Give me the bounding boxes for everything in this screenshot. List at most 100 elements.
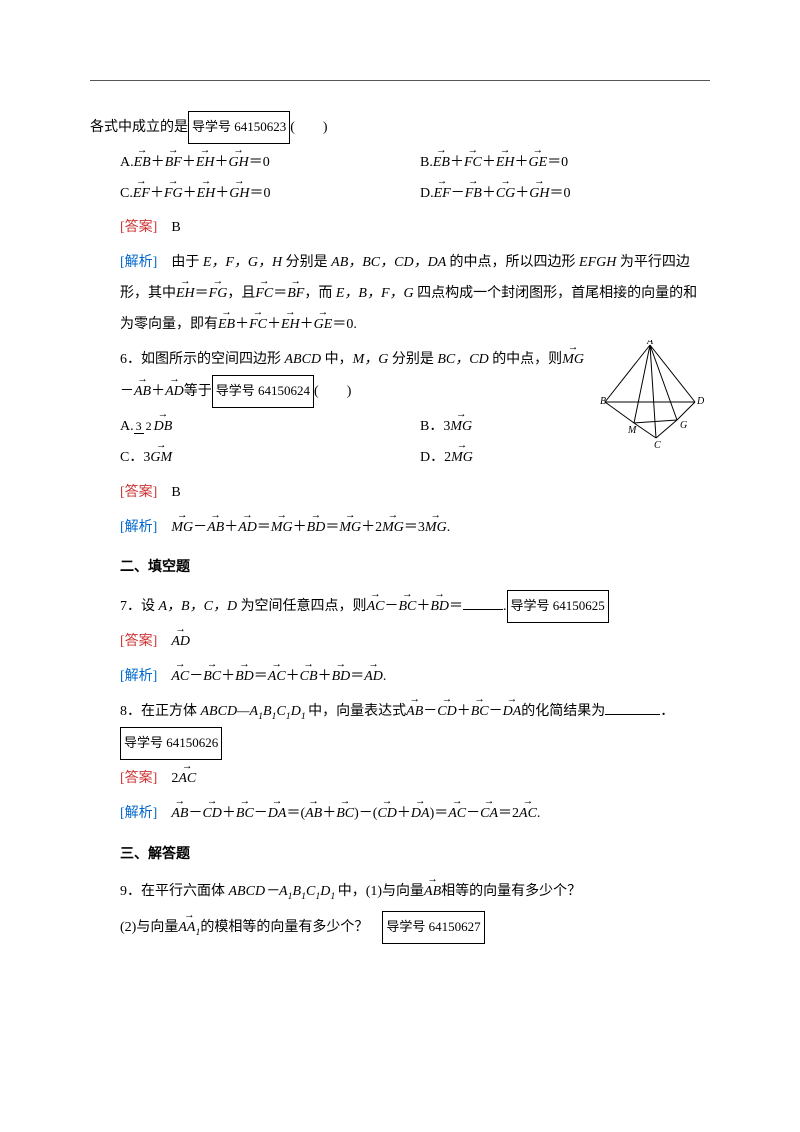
t: B xyxy=(293,884,302,899)
t: 分别是 xyxy=(286,255,332,270)
vec: EH xyxy=(176,279,195,310)
t: EFGH xyxy=(579,255,620,270)
paren: ( ) xyxy=(314,384,351,399)
t: E，B，F，G xyxy=(336,286,417,301)
q6-diagram: A B D M C G xyxy=(595,340,705,463)
vec: AC xyxy=(171,662,189,693)
t: AA xyxy=(178,920,195,935)
ref-box: 导学号 64150627 xyxy=(382,911,484,944)
q7-explanation: [解析] AC－BC＋BD＝AC＋CB＋BD＝AD. xyxy=(90,662,710,693)
q8-lead: 8．在正方体 ABCD—A1B1C1D1 中，向量表达式AB－CD＋BC－DA的… xyxy=(90,697,710,761)
vec: MG xyxy=(339,513,361,544)
t: 为空间任意四点，则 xyxy=(241,599,367,614)
vec: DA xyxy=(411,799,430,830)
q5-lead: 各式中成立的是导学号 64150623( ) xyxy=(90,111,710,144)
t: D xyxy=(320,884,330,899)
vec: CB xyxy=(300,662,318,693)
ref-box: 导学号 64150626 xyxy=(120,727,222,760)
t: ABCD－A xyxy=(229,884,288,899)
vec: CD xyxy=(202,799,221,830)
answer-label: [答案] xyxy=(120,220,157,235)
answer-label: [答案] xyxy=(120,634,157,649)
vec: FG xyxy=(164,179,183,210)
vec: AB xyxy=(406,697,423,728)
t: C xyxy=(276,704,285,719)
vec: BC xyxy=(236,799,254,830)
vec: FB xyxy=(465,179,482,210)
lblA: A xyxy=(646,340,654,347)
vec: AC xyxy=(519,799,537,830)
l: C．3 xyxy=(120,450,150,465)
vec: CD xyxy=(437,697,456,728)
t: 分别是 xyxy=(392,352,438,367)
t: 9．在平行六面体 xyxy=(120,884,229,899)
optD-label: D. xyxy=(420,186,434,201)
lblM: M xyxy=(627,425,637,436)
l: D．2 xyxy=(420,450,451,465)
t: M，G xyxy=(353,352,392,367)
q6-optA: A.32DB xyxy=(90,412,390,443)
vec: BD xyxy=(235,662,254,693)
page-top-rule xyxy=(90,80,710,81)
t: 的中点，则 xyxy=(492,352,562,367)
blank xyxy=(605,701,660,715)
t: 等于 xyxy=(184,384,212,399)
lblC: C xyxy=(654,440,661,450)
q8-explanation: [解析] AB－CD＋BC－DA＝(AB＋BC)－(CD＋DA)＝AC－CA＝2… xyxy=(90,799,710,830)
t: ABCD xyxy=(285,352,325,367)
vec: EH xyxy=(281,310,300,341)
vec: AB xyxy=(207,513,224,544)
q6-row2: C．3GM D．2MG xyxy=(90,443,585,474)
vec: GH xyxy=(529,179,549,210)
vec: EB xyxy=(218,310,235,341)
answer-label: [答案] xyxy=(120,771,157,786)
q6-optD: D．2MG xyxy=(390,443,585,474)
l: B．3 xyxy=(420,419,450,434)
l: A. xyxy=(120,419,134,434)
vec: CD xyxy=(377,799,396,830)
s: 1 xyxy=(330,890,337,901)
q9-lead: 9．在平行六面体 ABCD－A1B1C1D1 中，(1)与向量AB相等的向量有多… xyxy=(90,877,710,908)
vec: EF xyxy=(434,179,451,210)
vec: GH xyxy=(229,179,249,210)
t: 由于 xyxy=(171,255,203,270)
vec: DA xyxy=(268,799,287,830)
answer-value: B xyxy=(171,485,180,500)
t: ABCD—A xyxy=(201,704,259,719)
q6-optC: C．3GM xyxy=(90,443,390,474)
vec: BD xyxy=(307,513,326,544)
vec: MG xyxy=(425,513,447,544)
t: ，而 xyxy=(304,286,336,301)
vec: DA xyxy=(503,697,522,728)
vec: AB xyxy=(424,877,441,908)
q6-optB: B．3MG xyxy=(390,412,585,443)
t: 的中点，所以四边形 xyxy=(450,255,580,270)
t: AB，BC，CD，DA xyxy=(331,255,449,270)
vec: CA xyxy=(480,799,498,830)
vec: CG xyxy=(496,179,515,210)
vec: MG xyxy=(271,513,293,544)
vec: BC xyxy=(398,592,416,623)
vec: MG xyxy=(382,513,404,544)
q9-part2: (2)与向量AA1的模相等的向量有多少个？ 导学号 64150627 xyxy=(90,911,710,944)
vec: AB xyxy=(171,799,188,830)
num: 3 xyxy=(134,419,144,434)
vec: EF xyxy=(133,179,150,210)
vec: GM xyxy=(150,443,172,474)
t: C xyxy=(306,884,315,899)
ref-box: 导学号 64150624 xyxy=(212,375,314,408)
t: 的模相等的向量有多少个？ xyxy=(200,920,368,935)
optC-label: C. xyxy=(120,186,133,201)
lblB: B xyxy=(600,396,606,407)
q5-explanation: [解析] 由于 E，F，G，H 分别是 AB，BC，CD，DA 的中点，所以四边… xyxy=(90,248,710,340)
vec: BC xyxy=(471,697,489,728)
answer-label: [答案] xyxy=(120,485,157,500)
explanation-label: [解析] xyxy=(120,255,157,270)
t: 8．在正方体 xyxy=(120,704,201,719)
vec: AB xyxy=(134,377,151,408)
vec: AA1 xyxy=(178,913,200,944)
t: 6．如图所示的空间四边形 xyxy=(120,352,285,367)
eq0: ＝0 xyxy=(550,186,571,201)
lblG: G xyxy=(680,420,687,431)
section-2: 二、填空题 xyxy=(90,553,710,584)
